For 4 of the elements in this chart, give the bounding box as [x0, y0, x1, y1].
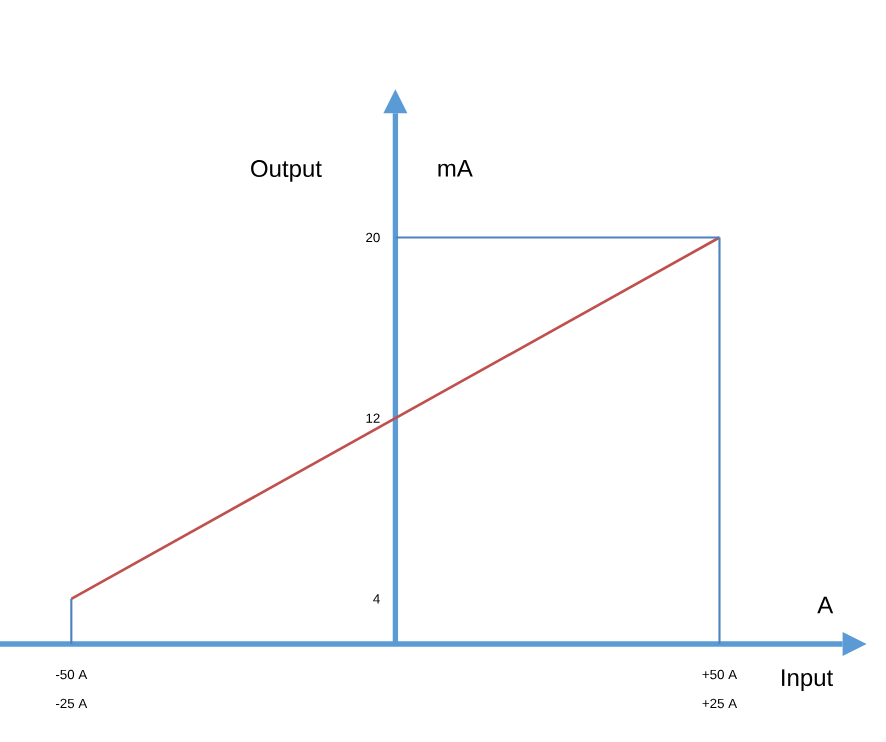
annotation: mA: [438, 160, 473, 177]
x-axis-title: Input: [782, 669, 834, 691]
y-axis-title: Output: [251, 160, 322, 182]
annotation: A: [817, 596, 834, 614]
